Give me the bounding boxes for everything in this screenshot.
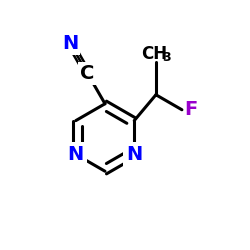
Text: N: N [62,34,78,53]
Text: N: N [126,145,142,164]
Text: N: N [68,145,84,164]
Text: 3: 3 [162,51,171,64]
Text: CH: CH [142,45,168,63]
Text: C: C [80,64,95,83]
Text: F: F [184,100,197,119]
